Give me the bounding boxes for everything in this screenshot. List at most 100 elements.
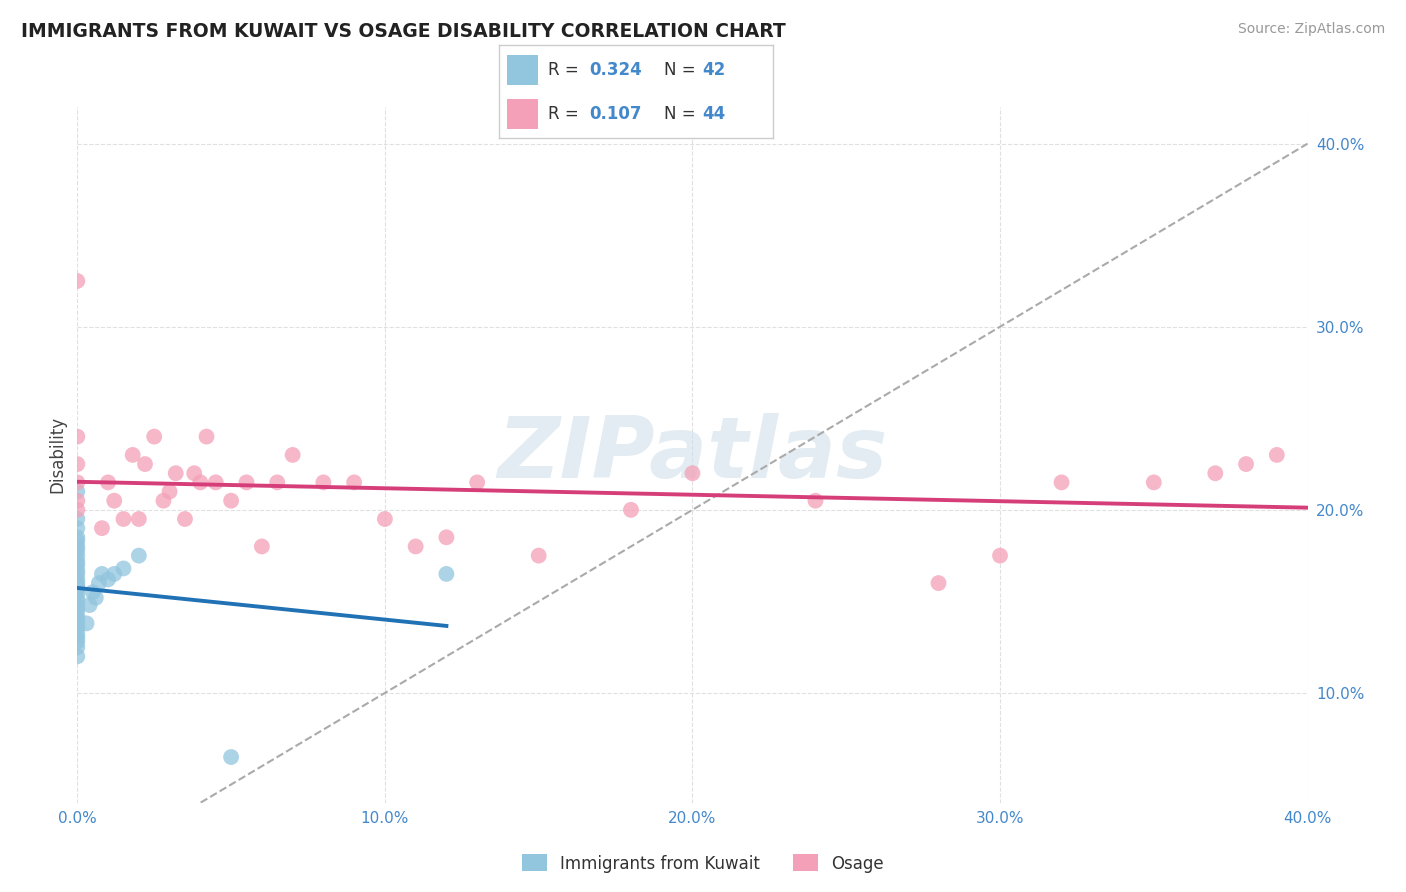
Point [66,618,89,632]
Point [66,591,89,605]
Point [66,512,89,526]
Point [66,533,89,548]
Point [66,585,89,599]
Point [97,573,120,587]
Text: 44: 44 [702,105,725,123]
Point [66,503,89,517]
Point [66,580,89,594]
Point [405,540,427,554]
Point [66,521,89,535]
Point [112,512,135,526]
Point [134,457,156,471]
Point [204,475,226,490]
Point [988,549,1011,563]
Point [152,493,174,508]
Point [79,598,101,612]
Point [219,493,242,508]
Point [66,558,89,572]
Bar [508,55,537,85]
Point [66,649,89,664]
Text: R =: R = [548,61,585,78]
Point [465,475,488,490]
Text: N =: N = [664,61,700,78]
Point [266,475,288,490]
Point [174,512,197,526]
Point [66,274,89,288]
Point [188,475,212,490]
Point [219,750,242,764]
Text: N =: N = [664,105,700,123]
Point [128,549,150,563]
Point [527,549,550,563]
Point [66,640,89,655]
Point [121,448,143,462]
Point [436,530,458,544]
Point [195,429,218,443]
Point [159,484,181,499]
Point [66,484,89,499]
Point [66,634,89,648]
Point [84,591,107,605]
Text: ZIPatlas: ZIPatlas [498,413,887,497]
Point [66,457,89,471]
Point [66,429,89,443]
Point [1265,448,1288,462]
Point [928,576,950,591]
Point [97,475,120,490]
Text: 0.324: 0.324 [589,61,643,78]
Text: IMMIGRANTS FROM KUWAIT VS OSAGE DISABILITY CORRELATION CHART: IMMIGRANTS FROM KUWAIT VS OSAGE DISABILI… [21,22,786,41]
Point [76,616,98,631]
Point [66,475,89,490]
Point [66,594,89,608]
Point [66,603,89,617]
Text: 0.107: 0.107 [589,105,643,123]
Point [66,530,89,544]
Point [128,512,150,526]
Point [66,549,89,563]
Point [66,573,89,587]
Point [66,563,89,577]
Point [374,512,396,526]
Point [1204,467,1226,481]
Point [66,613,89,627]
Point [66,599,89,614]
Point [1234,457,1257,471]
Point [682,467,704,481]
Point [90,566,114,581]
Point [804,493,827,508]
Point [143,429,166,443]
Point [66,493,89,508]
Point [436,566,458,581]
Point [112,561,135,575]
Point [103,566,125,581]
Point [343,475,366,490]
Point [165,467,187,481]
Point [620,503,643,517]
Point [66,543,89,558]
Point [66,576,89,591]
Point [66,554,89,568]
Point [250,540,273,554]
Point [66,566,89,581]
Point [66,582,89,596]
Point [66,609,89,624]
Point [90,521,114,535]
Point [82,585,104,599]
Point [87,576,110,591]
Point [66,627,89,641]
Text: 42: 42 [702,61,725,78]
Point [1143,475,1166,490]
Point [1050,475,1073,490]
Point [66,540,89,554]
Point [312,475,335,490]
Point [183,467,205,481]
Y-axis label: Disability: Disability [48,417,66,493]
Point [66,622,89,636]
Point [66,631,89,645]
Text: Source: ZipAtlas.com: Source: ZipAtlas.com [1237,22,1385,37]
Bar [508,99,537,129]
Legend: Immigrants from Kuwait, Osage: Immigrants from Kuwait, Osage [515,847,891,880]
Point [281,448,304,462]
Point [235,475,257,490]
Point [103,493,125,508]
